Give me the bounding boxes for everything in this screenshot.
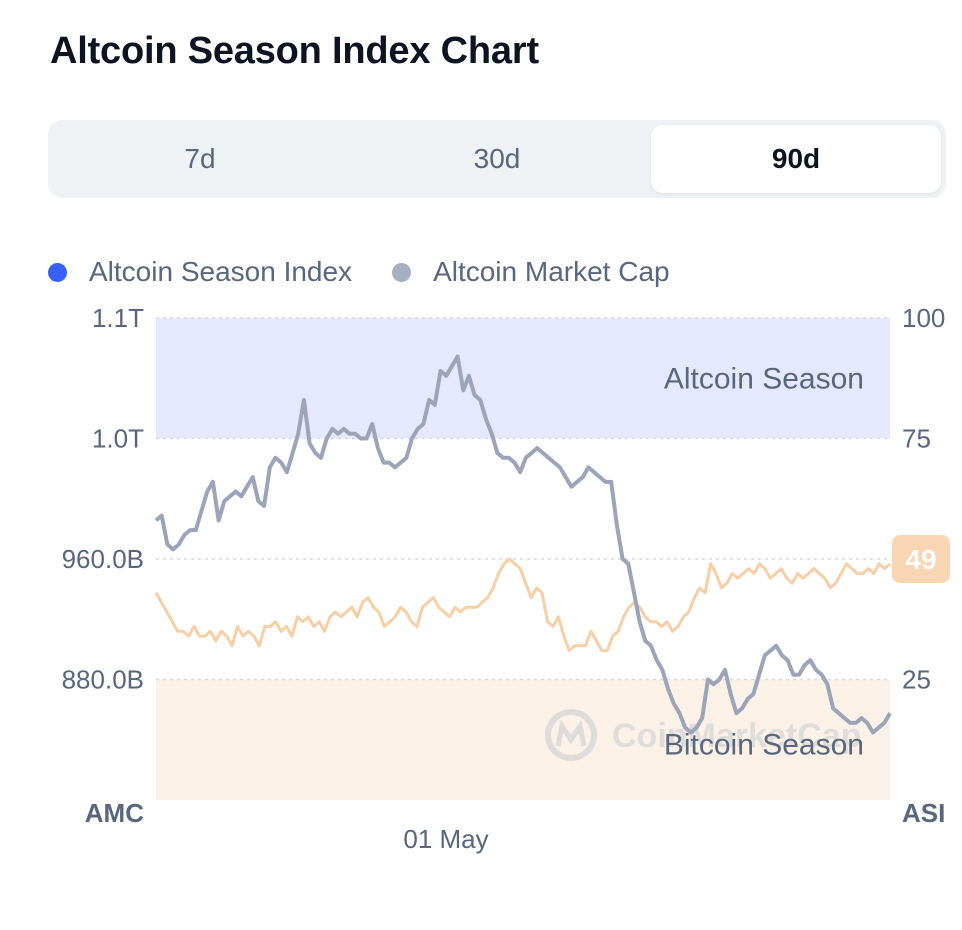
- page-title: Altcoin Season Index Chart: [50, 30, 539, 73]
- left-axis-tick-label: 880.0B: [62, 665, 144, 695]
- legend-dot-icon: [392, 263, 411, 282]
- tab-30d[interactable]: 30d: [348, 125, 646, 193]
- chart-legend: Altcoin Season Index Altcoin Market Cap: [48, 250, 710, 294]
- right-axis-tick-label: 100: [902, 303, 945, 333]
- legend-label: Altcoin Season Index: [89, 256, 352, 288]
- right-axis-tick-label: 25: [902, 665, 931, 695]
- bitcoin-season-label: Bitcoin Season: [664, 729, 864, 762]
- left-axis-tick-label: 960.0B: [62, 544, 144, 574]
- current-value-badge-text: 49: [905, 544, 936, 575]
- left-axis-tick-label: 1.0T: [92, 424, 144, 454]
- right-axis-ticks: 100755025: [902, 303, 945, 695]
- right-axis-title: ASI: [902, 798, 945, 828]
- time-range-tabs: 7d 30d 90d: [48, 120, 946, 198]
- legend-dot-icon: [48, 263, 67, 282]
- left-axis-title: AMC: [85, 798, 144, 828]
- x-axis-tick-label: 01 May: [403, 824, 488, 854]
- tab-90d[interactable]: 90d: [651, 125, 941, 193]
- legend-item-altcoin-market-cap[interactable]: Altcoin Market Cap: [392, 256, 670, 288]
- left-axis-ticks: 1.1T 1.0T 960.0B 880.0B: [62, 303, 145, 695]
- altcoin-season-index-line: [156, 559, 890, 651]
- altcoin-season-label: Altcoin Season: [664, 362, 864, 395]
- tab-7d[interactable]: 7d: [53, 125, 347, 193]
- legend-label: Altcoin Market Cap: [433, 256, 670, 288]
- legend-item-altcoin-season-index[interactable]: Altcoin Season Index: [48, 256, 352, 288]
- chart-area[interactable]: Altcoin Season CoinMarketCap Bitcoin Sea…: [0, 300, 962, 860]
- right-axis-tick-label: 75: [902, 424, 931, 454]
- left-axis-tick-label: 1.1T: [92, 303, 144, 333]
